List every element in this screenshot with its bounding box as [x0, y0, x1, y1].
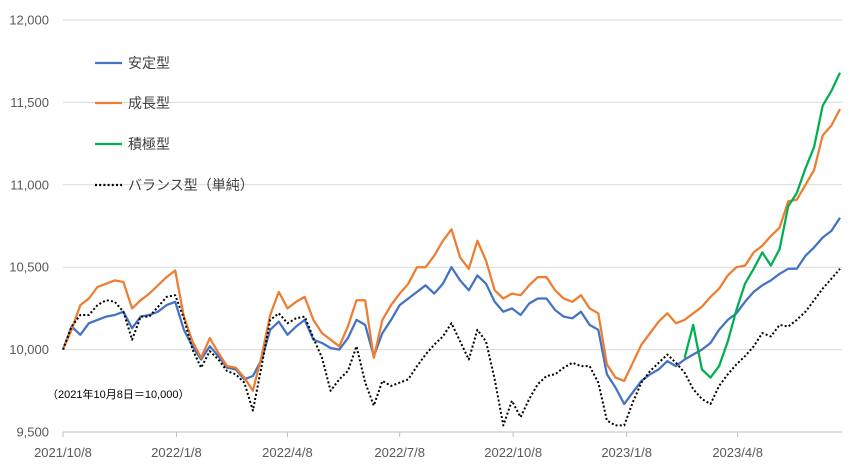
y-tick-label: 11,000: [10, 177, 49, 192]
legend-label-stable: 安定型: [128, 55, 170, 71]
y-tick-label: 10,500: [9, 260, 49, 275]
gridlines: [63, 19, 842, 351]
x-tick-label: 2023/1/8: [601, 445, 652, 460]
series-line-balanced: [62, 268, 841, 427]
legend-item-growth: 成長型: [95, 95, 170, 111]
x-tick-label: 2022/10/8: [484, 445, 542, 460]
legend-label-growth: 成長型: [128, 95, 170, 111]
series-lines: [61, 72, 842, 427]
legend-item-stable: 安定型: [95, 55, 170, 71]
x-tick-label: 2022/4/8: [262, 445, 313, 460]
y-tick-label: 10,000: [9, 342, 49, 357]
x-tick-label: 2022/1/8: [151, 445, 202, 460]
legend-label-balanced: バランス型（単純）: [128, 177, 254, 193]
y-tick-label: 11,500: [10, 95, 49, 110]
series-line-growth: [61, 108, 841, 392]
y-tick-label: 12,000: [9, 13, 49, 28]
x-axis: 2021/10/8 2022/1/8 2022/4/8 2022/7/8 2022/10…: [34, 431, 842, 460]
baseline-annotation: （2021年10月8日＝10,000）: [47, 387, 189, 401]
legend-label-aggressive: 積極型: [128, 136, 170, 152]
x-tick-label: 2023/4/8: [712, 445, 763, 460]
series-line-stable: [61, 217, 841, 406]
legend-item-balanced: バランス型（単純）: [95, 177, 254, 193]
y-tick-label: 9,500: [16, 425, 49, 440]
legend-item-aggressive: 積極型: [95, 136, 170, 152]
x-tick-label: 2022/7/8: [374, 445, 425, 460]
legend: 安定型 成長型 積極型 バランス型（単純）: [95, 55, 254, 193]
series-line-aggressive: [683, 72, 842, 379]
y-axis-labels: 9,500 10,000 10,500 11,000 11,500 12,000: [9, 13, 49, 440]
x-tick-label: 2021/10/8: [34, 445, 92, 460]
